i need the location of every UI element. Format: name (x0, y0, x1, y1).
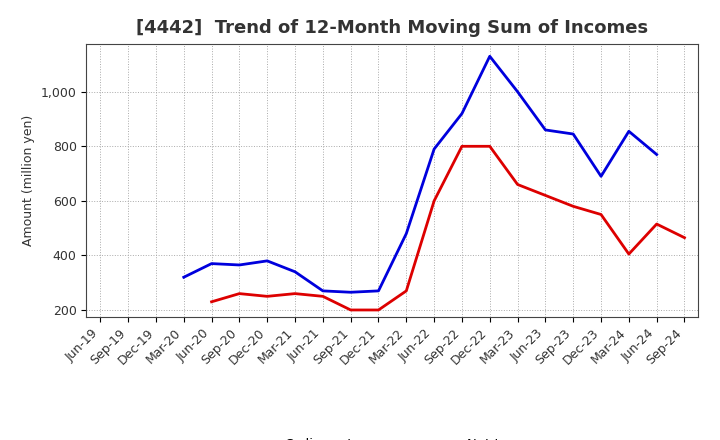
Net Income (597, 212, 606, 217)
Ordinary Income (485, 54, 494, 59)
Ordinary Income (513, 89, 522, 94)
Line: Ordinary Income: Ordinary Income (184, 56, 657, 292)
Net Income (458, 143, 467, 149)
Legend: Ordinary Income, Net Income: Ordinary Income, Net Income (242, 438, 543, 440)
Line: Net Income: Net Income (212, 146, 685, 310)
Ordinary Income (346, 290, 355, 295)
Ordinary Income (207, 261, 216, 266)
Net Income (263, 294, 271, 299)
Net Income (430, 198, 438, 203)
Ordinary Income (569, 132, 577, 137)
Net Income (652, 221, 661, 227)
Net Income (374, 307, 383, 312)
Ordinary Income (458, 111, 467, 116)
Net Income (346, 307, 355, 312)
Net Income (207, 299, 216, 304)
Net Income (541, 193, 550, 198)
Ordinary Income (374, 288, 383, 293)
Title: [4442]  Trend of 12-Month Moving Sum of Incomes: [4442] Trend of 12-Month Moving Sum of I… (136, 19, 649, 37)
Ordinary Income (402, 231, 410, 236)
Ordinary Income (652, 152, 661, 157)
Net Income (680, 235, 689, 240)
Net Income (485, 143, 494, 149)
Y-axis label: Amount (million yen): Amount (million yen) (22, 115, 35, 246)
Ordinary Income (318, 288, 327, 293)
Net Income (318, 294, 327, 299)
Ordinary Income (263, 258, 271, 264)
Net Income (513, 182, 522, 187)
Ordinary Income (291, 269, 300, 275)
Ordinary Income (430, 147, 438, 152)
Ordinary Income (235, 262, 243, 268)
Ordinary Income (624, 128, 633, 134)
Net Income (291, 291, 300, 296)
Net Income (569, 204, 577, 209)
Net Income (624, 251, 633, 257)
Ordinary Income (179, 275, 188, 280)
Net Income (235, 291, 243, 296)
Net Income (402, 288, 410, 293)
Ordinary Income (597, 174, 606, 179)
Ordinary Income (541, 127, 550, 132)
